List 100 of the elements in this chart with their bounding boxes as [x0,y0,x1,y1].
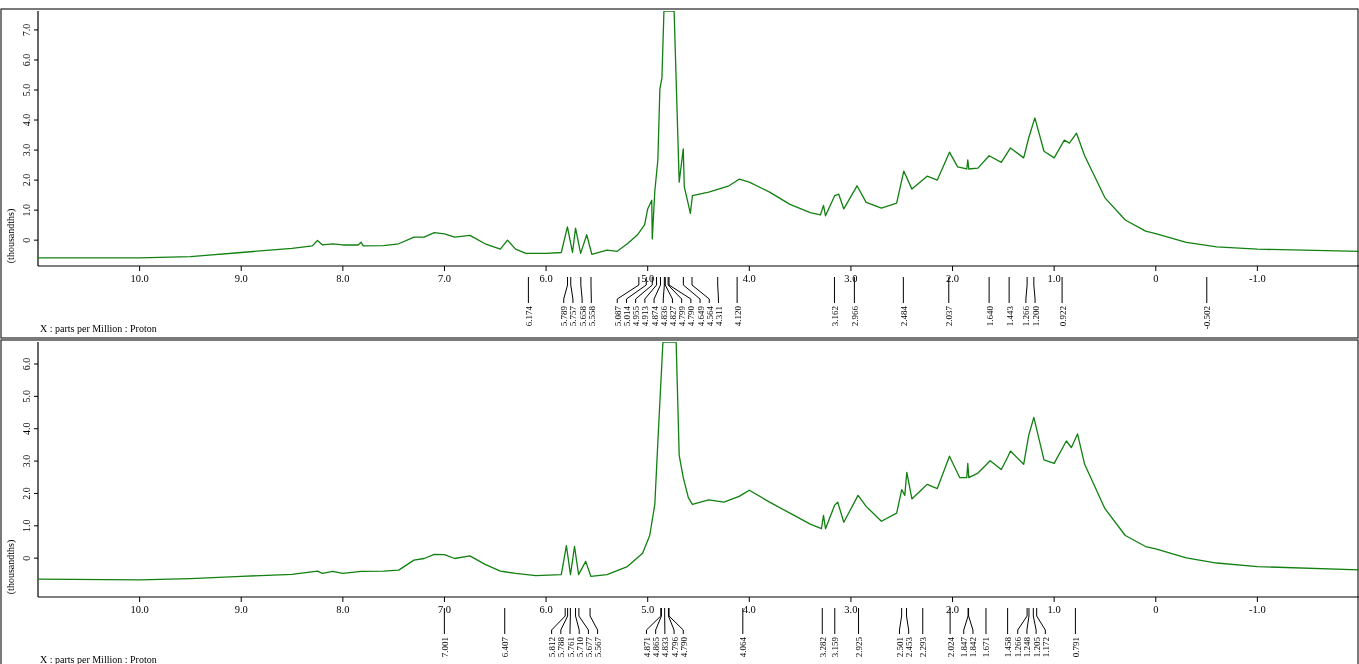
y-tick-label: 6.0 [21,357,32,371]
x-tick-label: 4.0 [742,604,756,615]
annotation: 0.922 [1057,306,1068,327]
x-tick-label: 8.0 [336,604,350,615]
y-tick-label: 5.0 [21,390,32,403]
x-tick-label: 1.0 [1047,273,1061,284]
x-tick-label: 9.0 [234,273,248,284]
x-tick-label: 5.0 [641,273,655,284]
y-tick-label: 4.0 [21,422,32,435]
x-tick-label: 0 [1153,604,1159,615]
annotation: 2.966 [849,305,860,327]
annotation: 1.671 [981,637,992,658]
annotation: 3.159 [830,636,841,658]
y-tick-label: 2.0 [21,173,32,187]
annotation: 4.120 [732,305,743,327]
x-tick-label: 0 [1153,273,1159,284]
annotation: 1.842 [968,637,979,658]
annotation: 5.757 [568,305,579,327]
annotation: 2.024 [945,636,956,658]
x-axis-title: X : parts per Million : Proton [40,323,157,334]
annotation: 5.789 [559,305,570,327]
annotation: 1.640 [984,305,995,327]
x-tick-label: 7.0 [437,604,452,615]
annotation: 4.913 [640,305,651,327]
x-tick-label: 1.0 [1047,604,1061,615]
y-tick-label: 3.0 [21,454,32,468]
y-tick-label: 0 [21,555,32,561]
y-axis-title: (thousandths) [5,539,17,595]
annotation: 5.677 [583,636,594,658]
annotation: 4.799 [677,305,688,327]
x-tick-label: 6.0 [539,604,553,615]
annotation: 2.925 [854,636,865,658]
annotation: 4.064 [738,636,749,658]
annotation: 4.955 [631,305,642,327]
annotation: 2.501 [894,637,905,658]
annotation: 0.791 [1070,637,1081,658]
annotation: 1.847 [959,636,970,658]
annotation: 4.827 [667,305,678,327]
y-axis-title: (thousandths) [5,208,17,264]
annotation: 5.567 [593,636,604,658]
x-tick-label: 2.0 [945,273,960,284]
annotation: 2.037 [944,305,955,327]
annotation: 7.001 [439,637,450,658]
y-tick-label: 4.0 [21,113,32,127]
annotation: 1.172 [1040,637,1051,658]
y-tick-label: 0 [21,237,32,243]
annotation: 1.266 [1021,305,1032,327]
y-tick-label: 2.0 [21,487,32,500]
annotation: 5.014 [621,305,632,327]
annotation: 4.564 [704,305,715,327]
y-tick-label: 6.0 [21,53,32,67]
x-tick-label: 6.0 [539,273,553,284]
annotation: 1.266 [1013,636,1024,658]
annotation: 4.649 [695,305,706,327]
annotation: 1.248 [1022,636,1033,658]
x-tick-label: 7.0 [437,273,452,284]
annotation: 4.871 [641,637,652,658]
annotation: 5.788 [556,636,567,658]
x-tick-label: 4.0 [742,273,756,284]
annotation: 4.874 [649,305,660,327]
annotation: 1.200 [1030,305,1041,327]
y-tick-label: 1.0 [21,519,32,533]
annotation: 1.458 [1003,636,1014,658]
annotation: 6.174 [523,305,534,327]
x-tick-label: 9.0 [234,604,248,615]
x-tick-label: -1.0 [1249,604,1266,615]
y-tick-label: 7.0 [21,23,32,37]
annotation: 2.484 [898,305,909,327]
annotation: 5.558 [586,305,597,327]
annotation: 5.710 [574,636,585,658]
annotation: -0.502 [1202,306,1213,330]
x-tick-label: 10.0 [130,273,149,284]
x-tick-label: 3.0 [844,604,858,615]
annotation: 1.205 [1031,636,1042,658]
annotation: 1.443 [1004,305,1015,327]
y-tick-label: 3.0 [21,143,32,157]
line-series [38,342,1359,581]
annotation: 3.282 [817,637,828,658]
annotation: 4.865 [651,636,662,658]
annotation: 5.761 [565,637,576,658]
x-tick-label: 10.0 [130,604,149,615]
y-tick-label: 1.0 [21,203,32,217]
annotation: 5.087 [612,305,623,327]
x-tick-label: 3.0 [844,273,858,284]
y-tick-label: 5.0 [21,83,32,97]
x-tick-label: 5.0 [641,604,655,615]
line-series [38,11,1359,259]
annotation: 6.407 [500,636,511,658]
annotation: 4.790 [678,636,689,658]
annotation: 4.796 [669,636,680,658]
annotation: 5.812 [547,637,558,658]
annotation: 2.453 [904,636,915,658]
annotation: 4.790 [686,305,697,327]
annotation: 2.293 [918,636,929,658]
annotation: 4.833 [660,636,671,658]
x-tick-label: 2.0 [945,604,960,615]
x-tick-label: 8.0 [336,273,350,284]
annotation: 4.836 [658,305,669,327]
annotation: 5.658 [577,305,588,327]
x-tick-label: -1.0 [1249,273,1266,284]
